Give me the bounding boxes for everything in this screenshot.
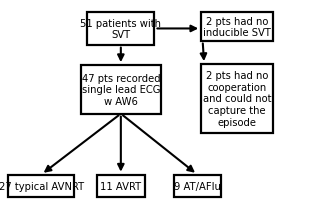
FancyBboxPatch shape: [87, 13, 154, 46]
Text: 9 AT/AFlu: 9 AT/AFlu: [174, 181, 221, 191]
FancyBboxPatch shape: [81, 66, 161, 114]
FancyBboxPatch shape: [173, 175, 221, 197]
Text: 11 AVRT: 11 AVRT: [100, 181, 141, 191]
Text: 2 pts had no
cooperation
and could not
capture the
episode: 2 pts had no cooperation and could not c…: [203, 71, 271, 127]
Text: 27 typical AVNRT: 27 typical AVNRT: [0, 181, 84, 191]
Text: 51 patients with
SVT: 51 patients with SVT: [80, 19, 161, 40]
FancyBboxPatch shape: [97, 175, 144, 197]
Text: 2 pts had no
inducible SVT: 2 pts had no inducible SVT: [203, 16, 271, 38]
FancyBboxPatch shape: [201, 65, 273, 133]
Text: 47 pts recorded
single lead ECG
w AW6: 47 pts recorded single lead ECG w AW6: [81, 73, 160, 106]
FancyBboxPatch shape: [201, 13, 273, 41]
FancyBboxPatch shape: [8, 175, 74, 197]
